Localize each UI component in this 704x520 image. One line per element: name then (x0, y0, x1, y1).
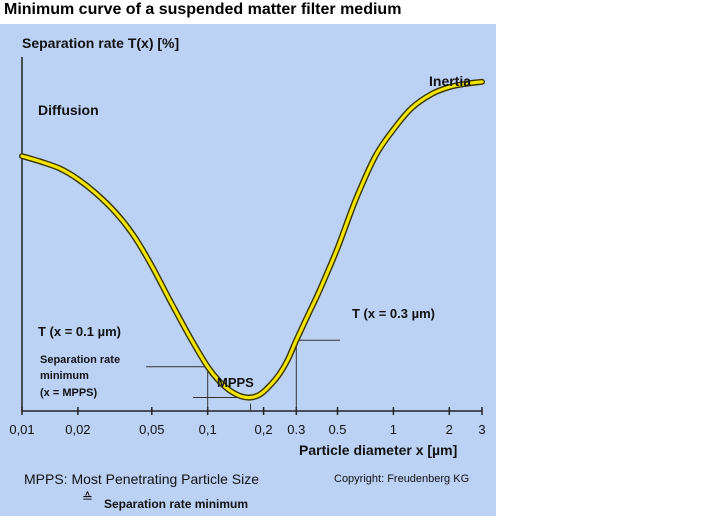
separation-minimum-label-line1: Separation rate (40, 354, 120, 366)
x-ticks: 0,01 0,02 0,05 0,1 0,2 0.3 0.5 1 2 3 (9, 407, 486, 437)
equivalence-symbol: ≙ (82, 491, 93, 506)
x-tick-label: 0,1 (199, 422, 217, 437)
x-tick-label: 3 (478, 422, 485, 437)
axes: Separation rate T(x) [%] Particle diamet… (21, 35, 482, 458)
diffusion-label: Diffusion (38, 102, 99, 118)
x-tick-label: 0,02 (65, 422, 90, 437)
separation-curve-outline (19, 78, 485, 401)
x-tick-label: 0,05 (139, 422, 164, 437)
mpps-label: MPPS (217, 375, 254, 390)
t-03-label: T (x = 0.3 µm) (352, 306, 435, 321)
x-tick-label: 0,01 (9, 422, 34, 437)
x-tick-label: 2 (446, 422, 453, 437)
x-tick-label: 0.5 (328, 422, 346, 437)
inertia-label: Inertia (429, 73, 471, 89)
separation-minimum-label-line3: (x = MPPS) (40, 387, 97, 399)
x-tick-label: 0,2 (255, 422, 273, 437)
chart-svg: Separation rate T(x) [%] Particle diamet… (9, 35, 486, 458)
copyright: Copyright: Freudenberg KG (334, 473, 470, 485)
t-01-label: T (x = 0.1 µm) (38, 324, 121, 339)
chart-panel: Separation rate T(x) [%] Particle diamet… (0, 24, 496, 516)
chart-title: Minimum curve of a suspended matter filt… (4, 1, 402, 18)
separation-minimum-label-line2: minimum (40, 370, 89, 382)
annotations: Diffusion Inertia T (x = 0.1 µm) T (x = … (38, 73, 471, 399)
x-tick-label: 0.3 (287, 422, 305, 437)
x-tick-label: 1 (390, 422, 397, 437)
separation-minimum-note: Separation rate minimum (104, 497, 249, 511)
y-axis-label: Separation rate T(x) [%] (22, 35, 179, 51)
x-axis-label: Particle diameter x [µm] (299, 442, 457, 458)
curve (19, 78, 485, 401)
separation-curve (20, 80, 484, 400)
mpps-definition: MPPS: Most Penetrating Particle Size (24, 471, 259, 487)
